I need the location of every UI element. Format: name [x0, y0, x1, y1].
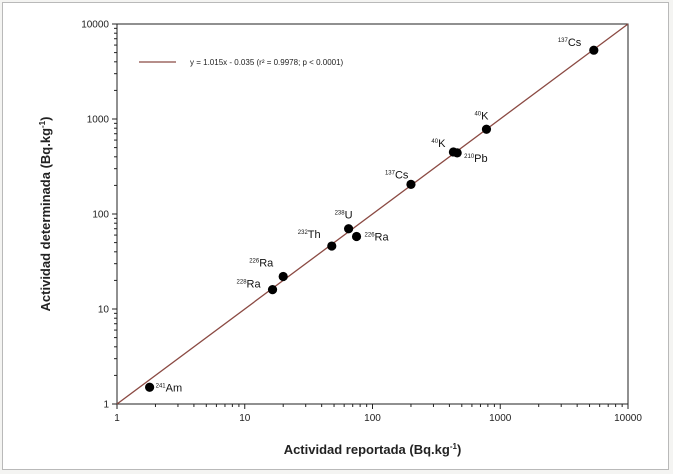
fit-line — [116, 23, 629, 405]
point-label: 232Th — [298, 229, 321, 241]
data-point — [406, 179, 416, 189]
axis-ticks: 1 10 100 1000 10000 1 10 100 1000 10000 — [81, 20, 642, 425]
y-tick-label: 10000 — [81, 20, 109, 31]
point-label: 226Ra — [365, 231, 390, 243]
data-point — [589, 45, 599, 55]
legend: y = 1.015x - 0.035 (r² = 0.9978; p < 0.0… — [139, 58, 344, 67]
y-axis-title: Actividad determinada (Bq.kg-1) — [38, 117, 53, 312]
point-label: 40K — [474, 110, 489, 122]
x-tick-label: 10000 — [614, 413, 642, 424]
point-label: 238U — [335, 210, 353, 222]
data-point — [343, 224, 354, 234]
x-tick-label: 1 — [114, 413, 120, 424]
x-axis-title: Actividad reportada (Bq.kg-1) — [284, 442, 462, 457]
point-label: 137Cs — [558, 37, 582, 49]
data-point — [267, 285, 278, 295]
data-point — [481, 124, 492, 134]
point-label: 228Ra — [237, 279, 262, 291]
data-point — [278, 271, 288, 282]
figure-frame — [2, 2, 669, 470]
point-label: 241Am — [156, 382, 183, 394]
point-label: 210Pb — [464, 153, 487, 165]
data-point — [452, 148, 462, 158]
x-tick-label: 10 — [239, 413, 251, 424]
point-label: 226Ra — [249, 257, 274, 269]
x-tick-label: 100 — [364, 413, 381, 424]
point-label: 137Cs — [385, 169, 409, 181]
legend-entry: y = 1.015x - 0.035 (r² = 0.9978; p < 0.0… — [190, 58, 344, 67]
data-point — [327, 241, 337, 251]
y-tick-label: 1 — [103, 400, 109, 411]
y-tick-label: 10 — [98, 305, 110, 316]
data-point — [145, 382, 155, 392]
point-label: 40K — [431, 138, 446, 150]
x-tick-label: 1000 — [489, 413, 512, 424]
y-tick-label: 1000 — [87, 115, 110, 126]
data-points: 241Am 228Ra 226Ra 232Th 238U 226Ra 137Cs 40K 210… — [145, 37, 599, 394]
y-tick-label: 100 — [92, 210, 109, 221]
data-point — [351, 231, 362, 242]
